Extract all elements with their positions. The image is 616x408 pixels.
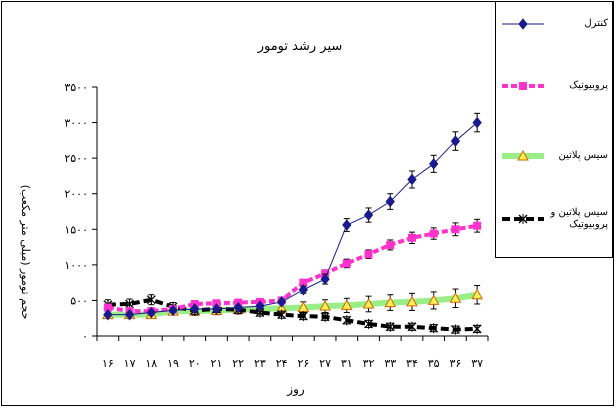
x-tick-label: ۲۷ bbox=[319, 357, 331, 370]
y-axis-label: حجم تومور (میلی متر مکعب) bbox=[19, 185, 32, 320]
legend-label: کنترل bbox=[584, 18, 608, 29]
x-tick-label: ۳۶ bbox=[450, 357, 462, 370]
legend-label: سیس پلاتین و پروبیوتیک bbox=[550, 207, 609, 230]
data-point bbox=[472, 323, 482, 334]
y-tick-label: ۳۵۰۰ bbox=[64, 81, 88, 94]
x-tick-label: ۲۱ bbox=[211, 357, 223, 370]
data-point bbox=[103, 308, 113, 321]
x-tick-label: ۱۶ bbox=[102, 357, 114, 370]
data-point bbox=[451, 225, 460, 234]
data-point bbox=[233, 301, 243, 314]
data-point bbox=[471, 288, 483, 300]
data-point bbox=[449, 292, 462, 303]
x-tick-label: ۲۳ bbox=[254, 357, 266, 370]
data-point bbox=[277, 309, 287, 320]
data-point bbox=[298, 311, 308, 322]
data-point bbox=[342, 315, 352, 326]
data-point bbox=[429, 229, 438, 238]
data-point bbox=[429, 323, 439, 334]
data-point bbox=[407, 233, 416, 242]
data-point bbox=[255, 300, 265, 312]
legend-swatch-marker bbox=[518, 214, 528, 224]
y-tick-label: ۳۰۰۰ bbox=[64, 117, 88, 130]
series-triangle bbox=[102, 284, 483, 320]
data-point bbox=[407, 321, 417, 332]
x-tick-label: ۲۴ bbox=[276, 357, 288, 370]
legend-item: پروبیوتیک bbox=[496, 74, 614, 110]
y-tick-label: ۲۰۰۰ bbox=[64, 188, 88, 201]
data-point bbox=[103, 303, 112, 312]
x-tick-label: ۳۱ bbox=[341, 357, 353, 370]
data-point bbox=[450, 324, 460, 335]
x-tick-label: ۱۹ bbox=[167, 357, 179, 370]
data-point bbox=[429, 158, 439, 170]
data-point bbox=[473, 221, 482, 230]
legend-item: کنترل bbox=[496, 12, 614, 48]
y-tick-label: ۱۵۰۰ bbox=[64, 223, 88, 236]
data-point bbox=[427, 294, 440, 305]
x-tick-label: ۱۸ bbox=[145, 357, 157, 370]
data-point bbox=[320, 273, 330, 285]
legend-label: سیس پلاتین bbox=[558, 150, 609, 161]
data-point bbox=[340, 299, 353, 310]
y-tick-label: ۲۵۰۰ bbox=[64, 152, 88, 165]
x-tick-label: ۳۴ bbox=[406, 357, 418, 370]
legend-swatch bbox=[502, 18, 544, 30]
x-tick-label: ۱۷ bbox=[124, 357, 136, 370]
legend-item: سیس پلاتین bbox=[496, 144, 614, 180]
data-point bbox=[362, 297, 375, 309]
plot-area: ۰ ۵۰۰ ۱۰۰۰ ۱۵۰۰ ۲۰۰۰ ۲۵۰۰ ۳۰۰۰ ۳۵۰۰ ۱۶ ۱۷ ۱۸ ۱۹ ۲۰ ۲۱… bbox=[64, 81, 489, 370]
data-point bbox=[384, 296, 397, 308]
data-point bbox=[406, 295, 418, 307]
data-point bbox=[342, 259, 351, 268]
legend-label: پروبیوتیک bbox=[569, 80, 608, 91]
legend-swatch bbox=[502, 82, 544, 90]
legend-swatch-marker bbox=[518, 18, 528, 30]
data-point bbox=[319, 300, 331, 311]
x-tick-label: ۳۲ bbox=[363, 357, 375, 370]
data-point bbox=[342, 219, 352, 231]
data-point bbox=[298, 283, 309, 296]
data-point bbox=[299, 278, 308, 287]
y-tick-label: ۰ bbox=[82, 330, 88, 343]
data-point bbox=[450, 135, 461, 147]
data-point bbox=[211, 303, 222, 315]
data-point bbox=[407, 173, 417, 186]
series-line bbox=[107, 122, 478, 316]
y-tick-label: ۱۰۰۰ bbox=[64, 259, 88, 272]
data-point bbox=[320, 311, 330, 322]
data-point bbox=[168, 304, 178, 317]
legend-swatch bbox=[502, 149, 544, 161]
data-point bbox=[364, 250, 373, 259]
legend-item: سیس پلاتین و پروبیوتیک bbox=[496, 207, 614, 243]
legend-swatch-marker bbox=[517, 149, 529, 161]
data-point bbox=[146, 306, 156, 319]
data-point bbox=[386, 240, 395, 249]
data-point bbox=[472, 116, 482, 129]
data-point bbox=[385, 321, 395, 332]
data-point bbox=[276, 296, 287, 308]
x-tick-label: ۲۲ bbox=[232, 357, 244, 370]
legend: کنترل پروبیوتیک سیس پلاتین سیس پلاتین و پرو… bbox=[495, 1, 613, 258]
x-tick-label: ۳۵ bbox=[428, 357, 440, 370]
x-tick-label: ۲۰ bbox=[189, 357, 201, 370]
x-tick-label: ۳۳ bbox=[384, 357, 396, 370]
data-point bbox=[124, 308, 135, 321]
data-point bbox=[385, 195, 395, 208]
data-point bbox=[363, 209, 374, 221]
chart-title: سیر رشد تومور bbox=[257, 39, 343, 54]
x-axis-label: روز bbox=[286, 382, 305, 397]
series-diamond bbox=[103, 112, 482, 321]
data-point bbox=[364, 318, 373, 329]
legend-swatch bbox=[502, 214, 544, 224]
data-point bbox=[190, 303, 200, 315]
x-tick-label: ۳۷ bbox=[471, 357, 483, 370]
legend-swatch-marker bbox=[519, 82, 527, 90]
x-tick-label: ۲۶ bbox=[297, 357, 309, 370]
y-tick-label: ۵۰۰ bbox=[70, 294, 88, 307]
data-point bbox=[146, 294, 156, 305]
